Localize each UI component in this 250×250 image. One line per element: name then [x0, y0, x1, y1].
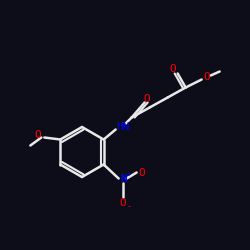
- Text: N: N: [121, 174, 128, 184]
- Text: O: O: [143, 94, 150, 104]
- Text: O: O: [119, 198, 126, 207]
- Text: O: O: [138, 168, 145, 177]
- Text: +: +: [126, 172, 131, 177]
- Text: O: O: [169, 64, 176, 74]
- Text: O: O: [34, 130, 41, 140]
- Text: HN: HN: [117, 122, 130, 132]
- Text: -: -: [126, 202, 131, 211]
- Text: O: O: [204, 72, 210, 83]
